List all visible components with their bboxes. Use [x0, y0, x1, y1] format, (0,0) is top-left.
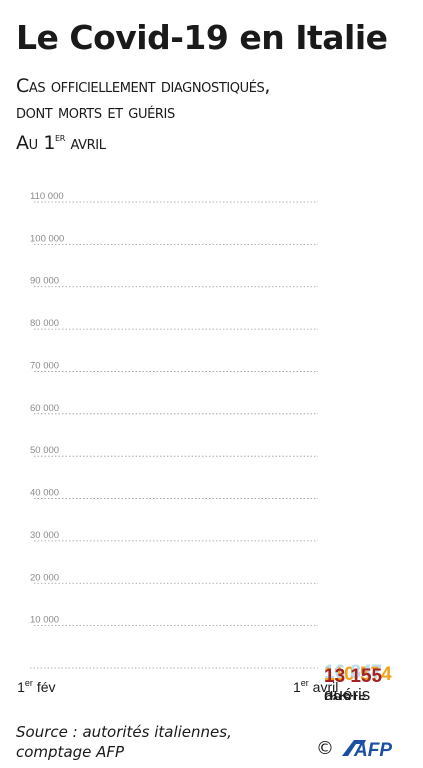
- morts-name-label: morts: [324, 689, 367, 700]
- y-tick-label-2: 30 000: [30, 530, 59, 541]
- date-prefix: Au 1: [16, 132, 56, 154]
- subtitle-line-2: dont morts et guéris: [16, 101, 175, 123]
- y-tick-label-1: 20 000: [30, 572, 59, 583]
- y-tick-label-5: 60 000: [30, 403, 59, 414]
- date-sup: er: [55, 131, 65, 144]
- subtitle-line-1: Cas officiellement diagnostiqués,: [16, 75, 271, 97]
- gueris-value-label: 16 847: [324, 662, 382, 683]
- copyright-symbol: ©: [316, 738, 334, 759]
- chart-title: Le Covid-19 en Italie: [16, 18, 388, 57]
- date-suffix: avril: [64, 132, 106, 154]
- y-tick-label-3: 40 000: [30, 488, 59, 499]
- gueris-name-label: guéris: [324, 685, 370, 700]
- cas-value-label: 110 574: [324, 664, 392, 685]
- stacked-bar-chart: 10 000 20 000 30 000 40 000 50 000 60 000 70 0…: [17, 191, 392, 700]
- y-tick-label-8: 90 000: [30, 276, 59, 287]
- date-label: Au 1er avril: [16, 126, 106, 155]
- source-line-2: comptage AFP: [16, 743, 125, 761]
- x-axis-label-0: 1er fév: [17, 678, 55, 695]
- afp-logo-text: AFP: [353, 740, 392, 760]
- afp-logo: AFP: [342, 740, 392, 760]
- y-tick-label-4: 50 000: [30, 445, 59, 456]
- source-note: Source : autorités italiennes, comptage …: [16, 722, 232, 762]
- y-tick-label-10: 110 000: [30, 191, 64, 202]
- source-line-1: Source : autorités italiennes,: [16, 723, 232, 741]
- y-tick-label-6: 70 000: [30, 360, 59, 371]
- y-tick-label-0: 10 000: [30, 615, 59, 626]
- cas-name-label: cas: [324, 687, 350, 700]
- y-tick-label-9: 100 000: [30, 233, 64, 244]
- x-axis-label-1: 1er avril: [293, 678, 338, 695]
- morts-value-label: 13 155: [324, 666, 383, 687]
- y-tick-label-7: 80 000: [30, 318, 59, 329]
